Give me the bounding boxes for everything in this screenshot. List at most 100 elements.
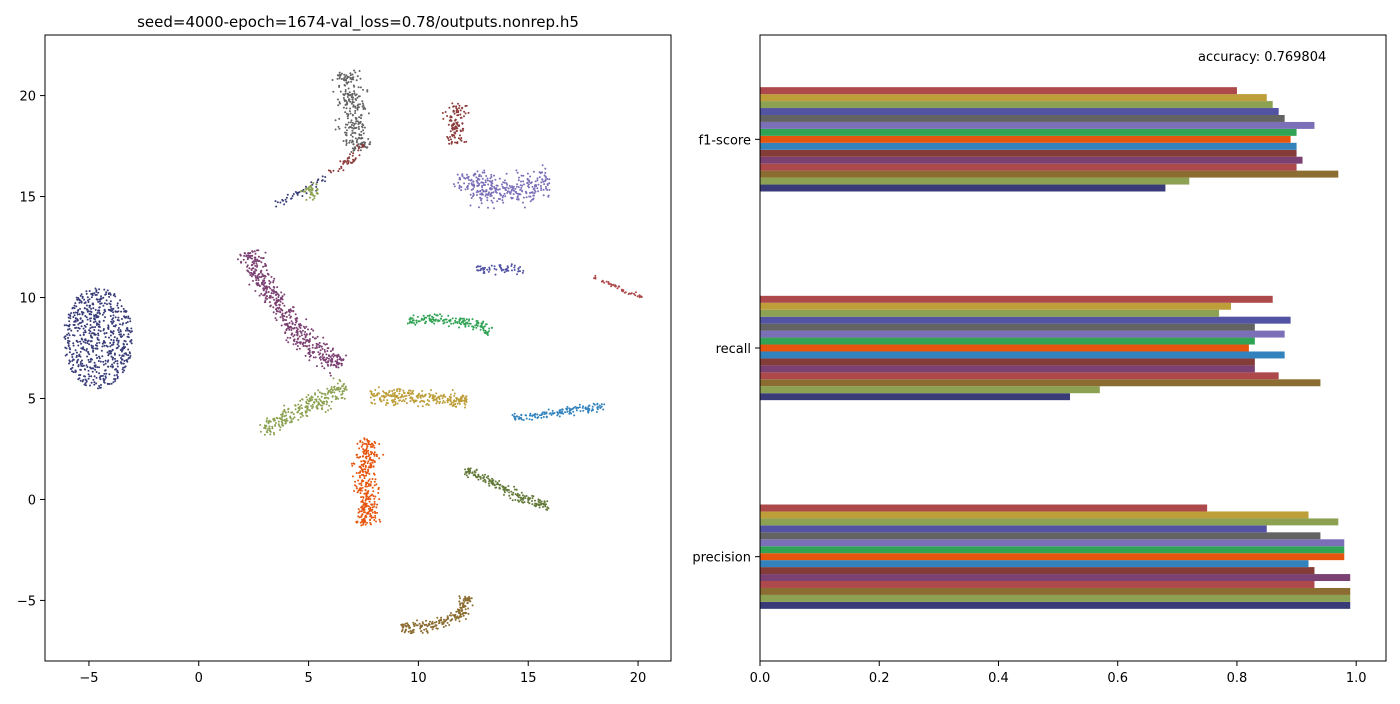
scatter-point — [404, 395, 406, 397]
scatter-point — [315, 365, 318, 368]
metric-bar — [760, 309, 1220, 317]
scatter-point — [72, 352, 75, 355]
scatter-point — [506, 192, 509, 194]
scatter-point — [610, 285, 613, 288]
scatter-point — [534, 416, 537, 419]
scatter-point — [515, 169, 518, 172]
scatter-point — [351, 132, 354, 135]
scatter-point — [330, 388, 333, 390]
scatter-point — [275, 312, 278, 315]
scatter-point — [77, 309, 80, 311]
scatter-point — [365, 482, 367, 484]
scatter-point — [367, 443, 370, 446]
scatter-point — [72, 358, 75, 361]
metric-bar — [760, 170, 1339, 178]
scatter-point — [251, 263, 254, 266]
scatter-point — [306, 415, 309, 418]
scatter-point — [351, 475, 354, 478]
scatter-point — [412, 389, 415, 392]
scatter-point — [300, 324, 303, 327]
scatter-point — [531, 500, 533, 502]
scatter-point — [283, 318, 286, 321]
scatter-point — [301, 329, 304, 332]
metric-bar — [760, 156, 1303, 164]
scatter-point — [494, 480, 497, 483]
scatter-point — [280, 418, 283, 421]
scatter-point — [104, 376, 107, 379]
scatter-point — [355, 141, 358, 144]
scatter-point — [529, 175, 532, 178]
scatter-point — [465, 474, 468, 477]
scatter-point — [274, 317, 277, 320]
scatter-point — [620, 289, 623, 292]
scatter-point — [324, 350, 326, 353]
scatter-point — [622, 289, 625, 292]
scatter-point — [304, 344, 307, 347]
scatter-point — [542, 180, 545, 183]
scatter-point — [308, 347, 311, 350]
scatter-point — [623, 291, 626, 294]
scatter-point — [335, 361, 338, 364]
scatter-point — [106, 351, 109, 354]
scatter-point — [311, 407, 314, 410]
scatter-point — [343, 159, 346, 162]
scatter-point — [116, 371, 119, 374]
scatter-point — [414, 622, 417, 625]
scatter-point — [77, 365, 80, 368]
metric-bar — [760, 142, 1297, 150]
scatter-point — [338, 71, 341, 74]
scatter-point — [440, 394, 442, 397]
scatter-point — [561, 410, 564, 413]
scatter-point — [462, 602, 465, 605]
scatter-point — [360, 136, 363, 139]
scatter-point — [484, 323, 487, 326]
scatter-point — [529, 200, 532, 203]
scatter-point — [464, 396, 467, 399]
scatter-point — [288, 309, 291, 312]
scatter-point — [319, 349, 322, 352]
scatter-point — [87, 339, 90, 342]
scatter-point — [354, 137, 357, 140]
scatter-point — [461, 606, 463, 609]
scatter-point — [361, 479, 364, 482]
scatter-point — [461, 106, 464, 109]
scatter-point — [72, 371, 75, 374]
scatter-point — [116, 377, 119, 380]
scatter-point — [103, 332, 106, 335]
scatter-point — [582, 405, 584, 408]
scatter-point — [103, 372, 106, 375]
scatter-point — [252, 260, 255, 263]
scatter-point — [402, 623, 405, 626]
scatter-point — [268, 296, 271, 299]
scatter-point — [476, 324, 479, 327]
scatter-point — [298, 191, 301, 194]
scatter-point — [638, 296, 641, 299]
scatter-point — [121, 335, 124, 338]
scatter-point — [447, 137, 450, 140]
scatter-point — [87, 301, 90, 303]
scatter-point — [341, 392, 344, 395]
scatter-point — [368, 510, 371, 513]
scatter-point — [347, 76, 350, 78]
scatter-point — [537, 183, 540, 186]
scatter-point — [378, 443, 381, 445]
scatter-point — [467, 111, 470, 114]
scatter-point — [257, 279, 260, 282]
scatter-point — [406, 322, 409, 325]
scatter-point — [430, 626, 432, 629]
scatter-point — [504, 268, 507, 271]
scatter-point — [393, 394, 396, 397]
scatter-point — [271, 425, 274, 428]
scatter-point — [538, 501, 541, 504]
scatter-point — [366, 498, 369, 500]
scatter-point — [122, 322, 125, 325]
scatter-point — [452, 322, 455, 325]
scatter-point — [286, 419, 289, 422]
scatter-point — [392, 392, 394, 395]
metric-bar — [760, 184, 1166, 192]
scatter-point — [308, 338, 311, 341]
scatter-point — [340, 78, 343, 80]
scatter-point — [438, 621, 441, 624]
scatter-point — [459, 323, 462, 326]
